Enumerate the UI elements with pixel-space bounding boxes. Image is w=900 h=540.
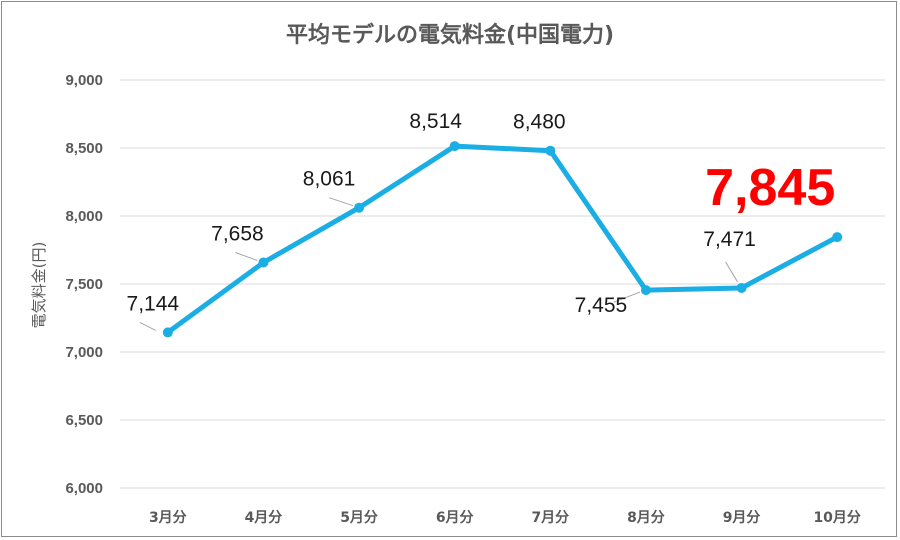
data-label: 8,514 bbox=[409, 110, 462, 133]
data-labels: 7,144 7,658 8,061 8,514 8,480 7,455 7,471 7,845 bbox=[127, 110, 836, 317]
x-tick-label: 6月分 bbox=[436, 510, 474, 526]
y-tick-label: 7,000 bbox=[65, 344, 103, 361]
x-tick-label: 3月分 bbox=[149, 510, 187, 526]
label-leader-line bbox=[328, 197, 354, 207]
series-line bbox=[165, 143, 840, 335]
data-label: 7,658 bbox=[211, 223, 264, 246]
series-line-group bbox=[165, 143, 840, 335]
label-leader-lines bbox=[139, 197, 738, 331]
y-tick-label: 8,000 bbox=[65, 208, 103, 225]
data-label: 7,455 bbox=[575, 294, 628, 317]
data-point bbox=[736, 282, 747, 293]
x-tick-label: 7月分 bbox=[531, 510, 569, 526]
data-point bbox=[832, 232, 843, 243]
data-point bbox=[354, 202, 365, 213]
x-tick-label: 5月分 bbox=[340, 510, 378, 526]
data-label: 7,471 bbox=[703, 228, 756, 251]
data-label: 8,480 bbox=[513, 111, 566, 134]
data-label-highlight: 7,845 bbox=[705, 159, 835, 217]
data-label: 8,061 bbox=[303, 168, 356, 191]
y-tick-label: 6,000 bbox=[65, 480, 103, 497]
y-tick-label: 8,500 bbox=[65, 140, 103, 157]
data-point bbox=[640, 285, 651, 296]
chart-title: 平均モデルの電気料金(中国電力) bbox=[286, 22, 614, 48]
y-axis-label: 電気料金(円) bbox=[30, 242, 48, 329]
data-point bbox=[449, 141, 460, 152]
y-tick-labels: 6,000 6,500 7,000 7,500 8,000 8,500 9,000 bbox=[65, 72, 103, 497]
label-leader-line bbox=[139, 321, 157, 331]
data-label: 7,144 bbox=[127, 292, 180, 315]
data-points bbox=[162, 141, 843, 338]
x-tick-labels: 3月分 4月分 5月分 6月分 7月分 8月分 9月分 10月分 bbox=[149, 510, 861, 526]
data-point bbox=[545, 145, 556, 156]
label-leader-line bbox=[725, 261, 738, 283]
x-tick-label: 8月分 bbox=[627, 510, 665, 526]
x-tick-label: 4月分 bbox=[245, 510, 283, 526]
y-tick-label: 7,500 bbox=[65, 276, 103, 293]
data-point bbox=[162, 327, 173, 338]
y-tick-label: 6,500 bbox=[65, 412, 103, 429]
x-tick-label: 10月分 bbox=[813, 510, 860, 526]
label-leader-line bbox=[235, 252, 258, 261]
data-point bbox=[258, 257, 269, 268]
x-tick-label: 9月分 bbox=[723, 510, 761, 526]
label-leader-line bbox=[613, 291, 641, 303]
y-tick-label: 9,000 bbox=[65, 72, 103, 89]
